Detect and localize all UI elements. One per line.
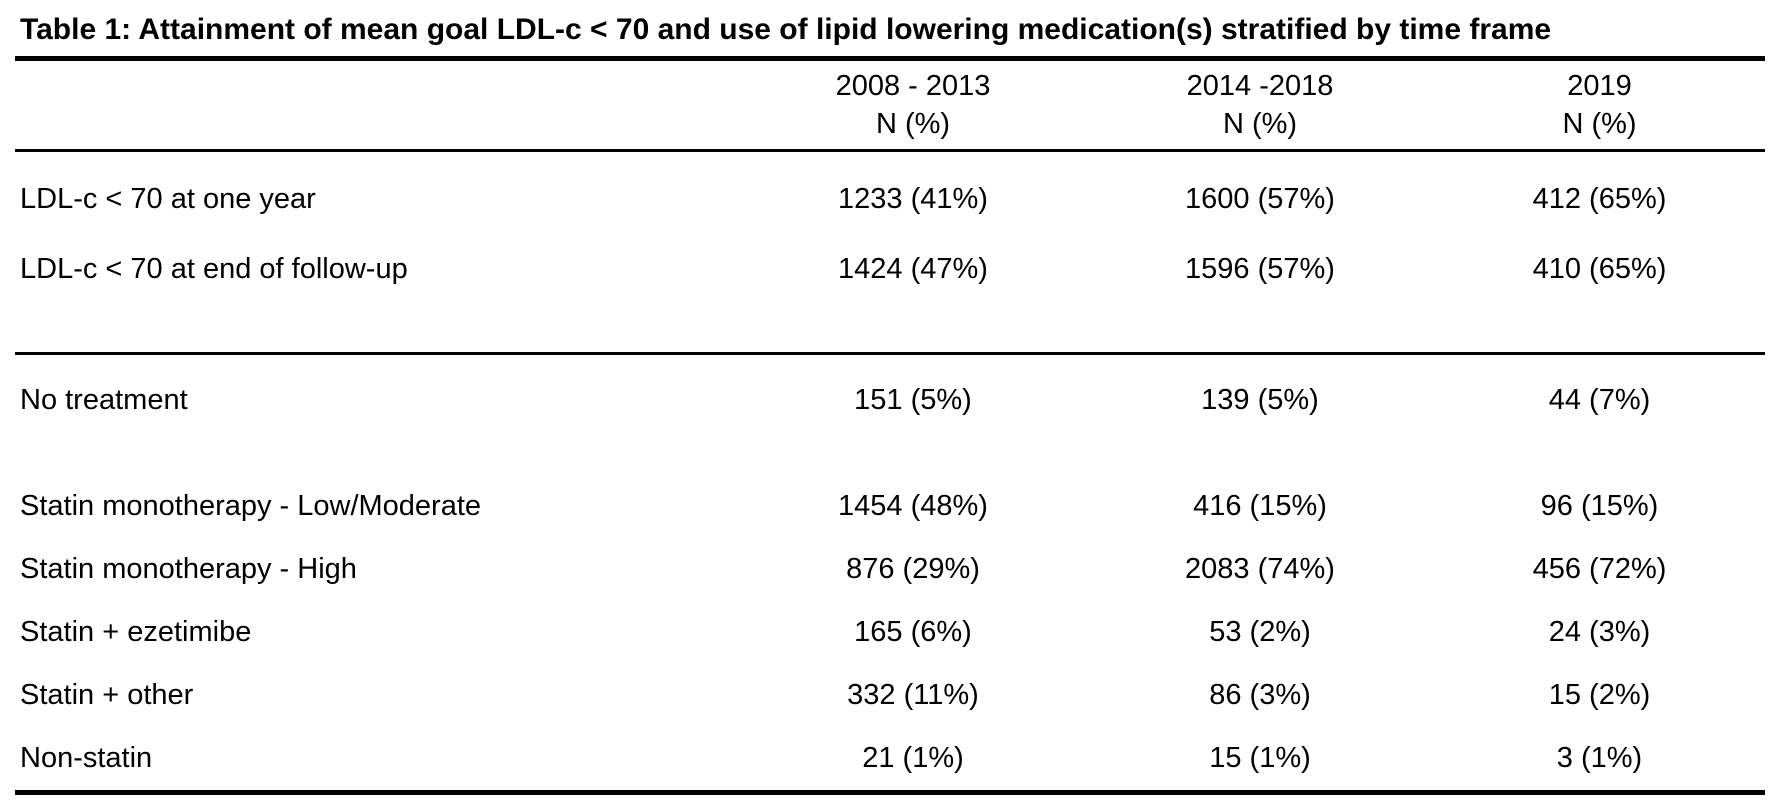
- row-value: 1424 (47%): [838, 252, 988, 285]
- row-value: 44 (7%): [1548, 383, 1651, 416]
- column-period-label: 2019: [1567, 70, 1632, 102]
- row-value: 332 (11%): [847, 679, 979, 711]
- row-value: 96 (15%): [1540, 490, 1659, 522]
- row-spacer: [15, 435, 1765, 475]
- row-label: Statin monotherapy - High: [20, 553, 357, 585]
- row-value: 1596 (57%): [1185, 252, 1335, 285]
- row-value: 151 (5%): [854, 383, 972, 416]
- table-title: Table 1: Attainment of mean goal LDL-c <…: [20, 13, 1552, 46]
- table-bottom-rule: [15, 790, 1765, 795]
- table-row-statin-ezetimibe: Statin + ezetimibe 165 (6%) 53 (2%) 24 (…: [15, 601, 1765, 664]
- row-label: Statin + other: [20, 679, 194, 711]
- section-divider-rule: [15, 352, 1765, 355]
- row-value: 165 (6%): [854, 616, 972, 648]
- table-row-non-statin: Non-statin 21 (1%) 15 (1%) 3 (1%): [15, 727, 1765, 790]
- row-value: 2083 (74%): [1185, 553, 1335, 585]
- column-unit-label: N (%): [1562, 108, 1637, 140]
- row-label: LDL-c < 70 at end of follow-up: [20, 252, 408, 285]
- row-value: 1233 (41%): [838, 182, 988, 215]
- row-value: 86 (3%): [1209, 679, 1311, 711]
- row-value: 416 (15%): [1193, 490, 1327, 522]
- medication-section: No treatment 151 (5%) 139 (5%) 44 (7%) S…: [15, 365, 1765, 790]
- row-value: 412 (65%): [1532, 182, 1667, 215]
- table-header-row: 2008 - 2013 N (%) 2014 -2018 N (%) 2019 …: [15, 61, 1765, 149]
- table-row-statin-other: Statin + other 332 (11%) 86 (3%) 15 (2%): [15, 664, 1765, 727]
- table-row-ldl-one-year: LDL-c < 70 at one year 1233 (41%) 1600 (…: [15, 164, 1765, 234]
- row-value: 15 (2%): [1548, 679, 1651, 711]
- row-value: 139 (5%): [1201, 383, 1319, 416]
- row-label: No treatment: [20, 383, 188, 416]
- row-value: 876 (29%): [846, 553, 980, 585]
- row-value: 1600 (57%): [1185, 182, 1335, 215]
- table-row-statin-low-moderate: Statin monotherapy - Low/Moderate 1454 (…: [15, 475, 1765, 538]
- table-1: Table 1: Attainment of mean goal LDL-c <…: [15, 0, 1765, 795]
- row-value: 410 (65%): [1532, 252, 1667, 285]
- row-label: Non-statin: [20, 742, 153, 774]
- column-unit-label: N (%): [1222, 108, 1298, 140]
- row-value: 15 (1%): [1209, 742, 1311, 774]
- header-bottom-rule: [15, 149, 1765, 152]
- row-value: 456 (72%): [1532, 553, 1667, 585]
- column-unit-label: N (%): [875, 108, 951, 140]
- column-header-period-1: 2008 - 2013 N (%): [740, 67, 1086, 143]
- row-value: 21 (1%): [862, 742, 964, 774]
- row-value: 3 (1%): [1556, 742, 1643, 774]
- column-period-label: 2014 -2018: [1186, 70, 1334, 102]
- column-period-label: 2008 - 2013: [835, 70, 991, 102]
- row-value: 53 (2%): [1209, 616, 1311, 648]
- row-label: Statin monotherapy - Low/Moderate: [20, 490, 482, 522]
- row-value: 24 (3%): [1548, 616, 1651, 648]
- table-row-ldl-follow-up: LDL-c < 70 at end of follow-up 1424 (47%…: [15, 234, 1765, 304]
- ldl-attainment-section: LDL-c < 70 at one year 1233 (41%) 1600 (…: [15, 164, 1765, 304]
- table-row-no-treatment: No treatment 151 (5%) 139 (5%) 44 (7%): [15, 365, 1765, 435]
- row-label: Statin + ezetimibe: [20, 616, 252, 648]
- row-value: 1454 (48%): [838, 490, 988, 522]
- table-top-rule: [15, 56, 1765, 61]
- table-row-statin-high: Statin monotherapy - High 876 (29%) 2083…: [15, 538, 1765, 601]
- column-header-period-2: 2014 -2018 N (%): [1086, 67, 1434, 143]
- row-label: LDL-c < 70 at one year: [20, 182, 316, 215]
- column-header-period-3: 2019 N (%): [1434, 67, 1765, 143]
